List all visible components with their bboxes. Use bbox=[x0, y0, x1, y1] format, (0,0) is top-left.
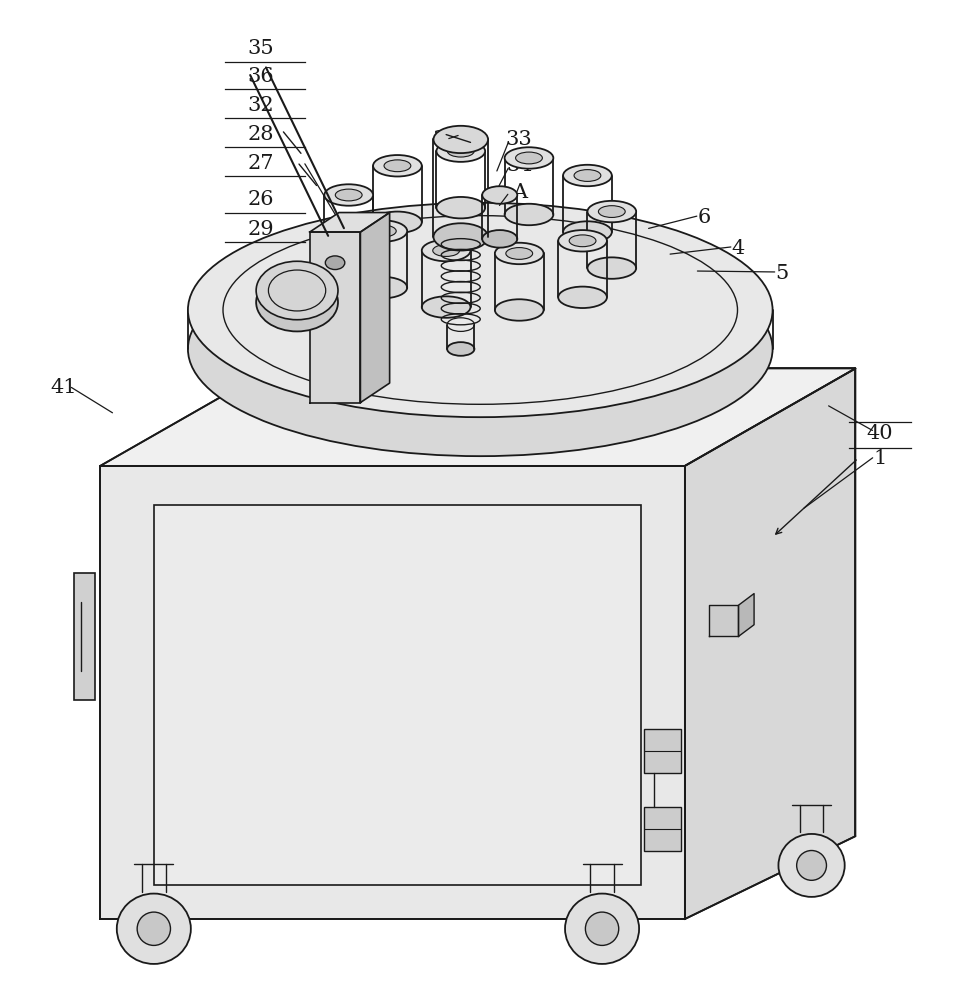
Text: 29: 29 bbox=[248, 220, 274, 239]
Bar bbox=[644, 729, 681, 773]
Ellipse shape bbox=[256, 261, 338, 320]
Ellipse shape bbox=[559, 287, 607, 308]
Ellipse shape bbox=[599, 206, 625, 217]
Text: 35: 35 bbox=[248, 39, 274, 58]
Polygon shape bbox=[739, 594, 754, 636]
Ellipse shape bbox=[506, 248, 533, 259]
Polygon shape bbox=[685, 368, 856, 919]
Text: 33: 33 bbox=[506, 130, 532, 149]
Ellipse shape bbox=[436, 197, 485, 218]
Ellipse shape bbox=[447, 145, 474, 157]
Ellipse shape bbox=[256, 273, 338, 331]
Ellipse shape bbox=[495, 243, 544, 264]
Ellipse shape bbox=[188, 242, 772, 456]
Ellipse shape bbox=[797, 851, 826, 880]
Ellipse shape bbox=[515, 152, 542, 164]
Ellipse shape bbox=[574, 170, 601, 181]
Ellipse shape bbox=[564, 165, 612, 186]
Ellipse shape bbox=[384, 160, 411, 172]
Ellipse shape bbox=[433, 223, 488, 251]
Ellipse shape bbox=[433, 245, 460, 256]
Ellipse shape bbox=[117, 894, 191, 964]
Text: 4: 4 bbox=[732, 239, 745, 258]
Ellipse shape bbox=[482, 186, 517, 204]
Ellipse shape bbox=[505, 204, 554, 225]
Ellipse shape bbox=[447, 342, 474, 356]
Polygon shape bbox=[361, 213, 390, 403]
Ellipse shape bbox=[325, 256, 345, 270]
Ellipse shape bbox=[565, 894, 639, 964]
Ellipse shape bbox=[482, 230, 517, 248]
Ellipse shape bbox=[324, 241, 373, 262]
Ellipse shape bbox=[559, 230, 607, 252]
Polygon shape bbox=[310, 213, 390, 232]
Text: 1: 1 bbox=[873, 449, 887, 468]
Ellipse shape bbox=[335, 189, 362, 201]
Polygon shape bbox=[710, 605, 739, 636]
Text: 28: 28 bbox=[248, 125, 274, 144]
Ellipse shape bbox=[569, 235, 596, 247]
Bar bbox=[74, 573, 95, 700]
Ellipse shape bbox=[421, 240, 470, 261]
Ellipse shape bbox=[587, 201, 636, 222]
Text: 32: 32 bbox=[248, 96, 274, 115]
Polygon shape bbox=[100, 368, 856, 466]
Text: 36: 36 bbox=[248, 67, 274, 86]
Ellipse shape bbox=[373, 212, 421, 233]
Ellipse shape bbox=[505, 147, 554, 169]
Text: 34: 34 bbox=[506, 156, 532, 175]
Ellipse shape bbox=[564, 221, 612, 243]
Ellipse shape bbox=[373, 155, 421, 176]
Text: 5: 5 bbox=[776, 264, 789, 283]
Ellipse shape bbox=[421, 296, 470, 318]
Text: 6: 6 bbox=[698, 208, 711, 227]
Polygon shape bbox=[100, 466, 685, 919]
Ellipse shape bbox=[433, 126, 488, 153]
Ellipse shape bbox=[188, 203, 772, 417]
Text: A: A bbox=[512, 183, 527, 202]
Text: 27: 27 bbox=[248, 154, 274, 173]
Ellipse shape bbox=[359, 277, 407, 298]
Ellipse shape bbox=[585, 912, 618, 945]
Ellipse shape bbox=[137, 912, 171, 945]
Ellipse shape bbox=[495, 299, 544, 321]
Text: 41: 41 bbox=[50, 378, 76, 397]
Ellipse shape bbox=[778, 834, 845, 897]
Bar bbox=[154, 505, 641, 885]
Text: 30: 30 bbox=[433, 130, 460, 149]
Bar bbox=[644, 807, 681, 851]
Ellipse shape bbox=[436, 140, 485, 162]
Ellipse shape bbox=[324, 184, 373, 206]
Text: 40: 40 bbox=[866, 424, 893, 443]
Ellipse shape bbox=[587, 257, 636, 279]
Ellipse shape bbox=[369, 225, 396, 237]
Polygon shape bbox=[310, 232, 361, 403]
Ellipse shape bbox=[359, 220, 407, 242]
Text: 26: 26 bbox=[248, 190, 274, 209]
